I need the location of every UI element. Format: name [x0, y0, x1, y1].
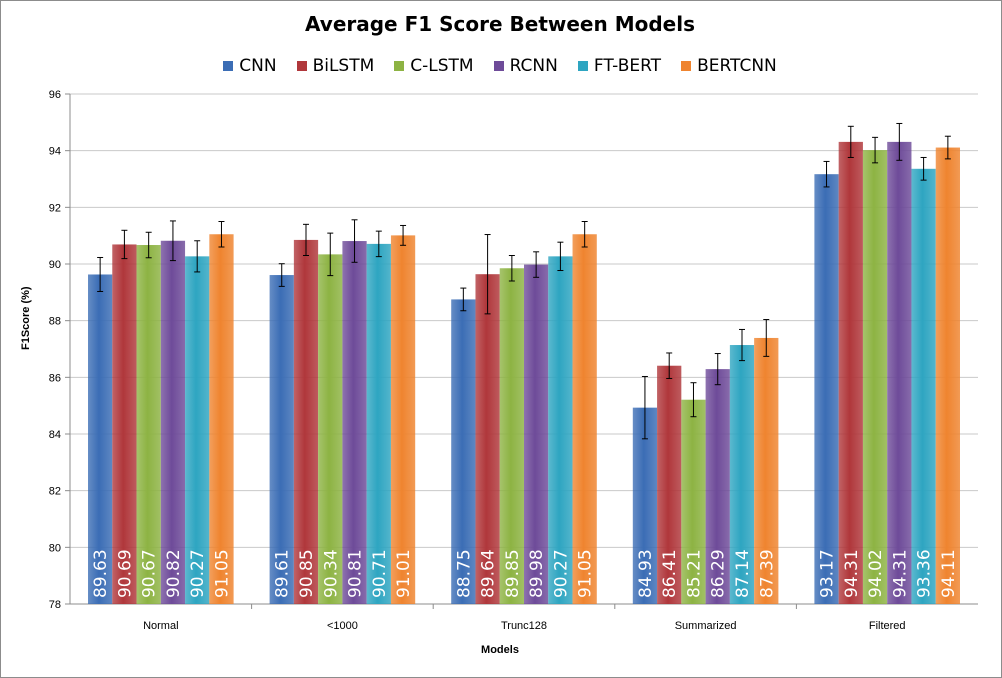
bar [729, 345, 755, 604]
legend-label: FT-BERT [593, 56, 662, 76]
bar [681, 399, 706, 604]
bar [657, 365, 682, 604]
bar [499, 268, 524, 604]
bar [160, 240, 186, 604]
bar [887, 141, 912, 604]
y-tick-label: 92 [49, 202, 61, 214]
legend-label: BERTCNN [697, 56, 777, 76]
bar [754, 337, 779, 604]
data-label: 89.61 [273, 549, 293, 598]
bar [451, 299, 476, 604]
legend-label: BiLSTM [312, 56, 375, 76]
y-tick-label: 86 [49, 372, 61, 384]
bar [112, 244, 137, 604]
legend-swatch [296, 61, 307, 71]
legend-label: RCNN [509, 56, 558, 76]
data-label: 91.05 [212, 549, 232, 598]
bar [342, 241, 367, 605]
y-tick-label: 84 [49, 429, 61, 441]
bar [572, 234, 597, 604]
legend-label: CNN [239, 56, 277, 76]
data-label: 90.71 [370, 549, 390, 598]
legend-swatch [223, 61, 234, 71]
y-tick-label: 80 [49, 542, 61, 554]
bar [185, 256, 210, 604]
data-label: 93.17 [818, 549, 838, 598]
bar [911, 168, 936, 605]
bar [632, 407, 658, 604]
data-label: 89.64 [479, 549, 499, 598]
y-tick-label: 96 [49, 89, 61, 101]
bar [136, 245, 161, 604]
legend-swatch [493, 61, 504, 71]
bar [366, 243, 391, 604]
data-label: 91.05 [576, 549, 596, 598]
bar [475, 274, 500, 604]
data-label: 91.01 [394, 549, 414, 598]
y-tick-label: 90 [49, 259, 61, 271]
y-tick-label: 78 [49, 599, 61, 611]
bar [293, 239, 319, 604]
data-label: 90.82 [164, 549, 184, 598]
y-axis-title: F1Score (%) [20, 286, 32, 350]
data-label: 86.29 [709, 549, 729, 598]
bar [209, 234, 234, 604]
bar [935, 147, 960, 605]
y-tick-label: 88 [49, 316, 61, 328]
data-label: 86.41 [660, 549, 680, 598]
bar [88, 274, 113, 604]
legend-item: BERTCNN [681, 56, 777, 76]
data-label: 87.39 [757, 549, 777, 598]
data-label: 93.36 [915, 549, 935, 598]
data-label: 87.14 [733, 549, 753, 598]
y-axis-title-wrap: F1Score (%) [16, 286, 36, 350]
legend-item: CNN [223, 56, 277, 76]
x-tick-label: Trunc128 [501, 620, 547, 632]
bar [838, 141, 863, 604]
legend-swatch [577, 61, 588, 71]
data-label: 88.75 [454, 549, 474, 598]
legend-item: RCNN [493, 56, 558, 76]
data-label: 85.21 [684, 549, 704, 598]
legend-item: BiLSTM [296, 56, 375, 76]
x-tick-label: Summarized [675, 620, 737, 632]
data-label: 89.63 [91, 549, 111, 598]
chart-legend: CNN BiLSTM C-LSTM RCNN FT-BERT BERTCNN [0, 54, 1000, 78]
x-tick-label: Filtered [869, 620, 906, 632]
bar [548, 256, 573, 604]
data-label: 94.31 [890, 549, 910, 598]
bar [524, 264, 549, 604]
bar [705, 369, 730, 604]
bar [318, 254, 343, 604]
data-label: 90.27 [188, 549, 208, 598]
legend-swatch [681, 61, 692, 71]
x-axis-title: Models [481, 644, 519, 656]
data-label: 90.67 [140, 549, 160, 598]
data-label: 90.85 [297, 549, 317, 598]
bar [862, 150, 888, 604]
data-label: 90.69 [115, 549, 135, 598]
bar [269, 275, 294, 604]
bar [814, 174, 839, 604]
data-label: 94.02 [866, 549, 886, 598]
legend-item: C-LSTM [394, 56, 474, 76]
y-tick-label: 94 [49, 146, 61, 158]
data-label: 89.98 [527, 549, 547, 598]
chart-title: Average F1 Score Between Models [305, 12, 695, 36]
data-label: 90.27 [551, 549, 571, 598]
data-label: 94.11 [939, 549, 959, 598]
data-label: 90.81 [346, 549, 366, 598]
x-tick-label: <1000 [327, 620, 358, 632]
bar [390, 235, 416, 604]
x-tick-label: Normal [143, 620, 178, 632]
data-label: 89.85 [503, 549, 523, 598]
data-label: 84.93 [636, 549, 656, 598]
legend-item: FT-BERT [577, 56, 662, 76]
legend-swatch [394, 61, 405, 71]
data-label: 90.34 [321, 549, 341, 598]
data-label: 94.31 [842, 549, 862, 598]
legend-label: C-LSTM [410, 56, 474, 76]
y-tick-label: 82 [49, 486, 61, 498]
